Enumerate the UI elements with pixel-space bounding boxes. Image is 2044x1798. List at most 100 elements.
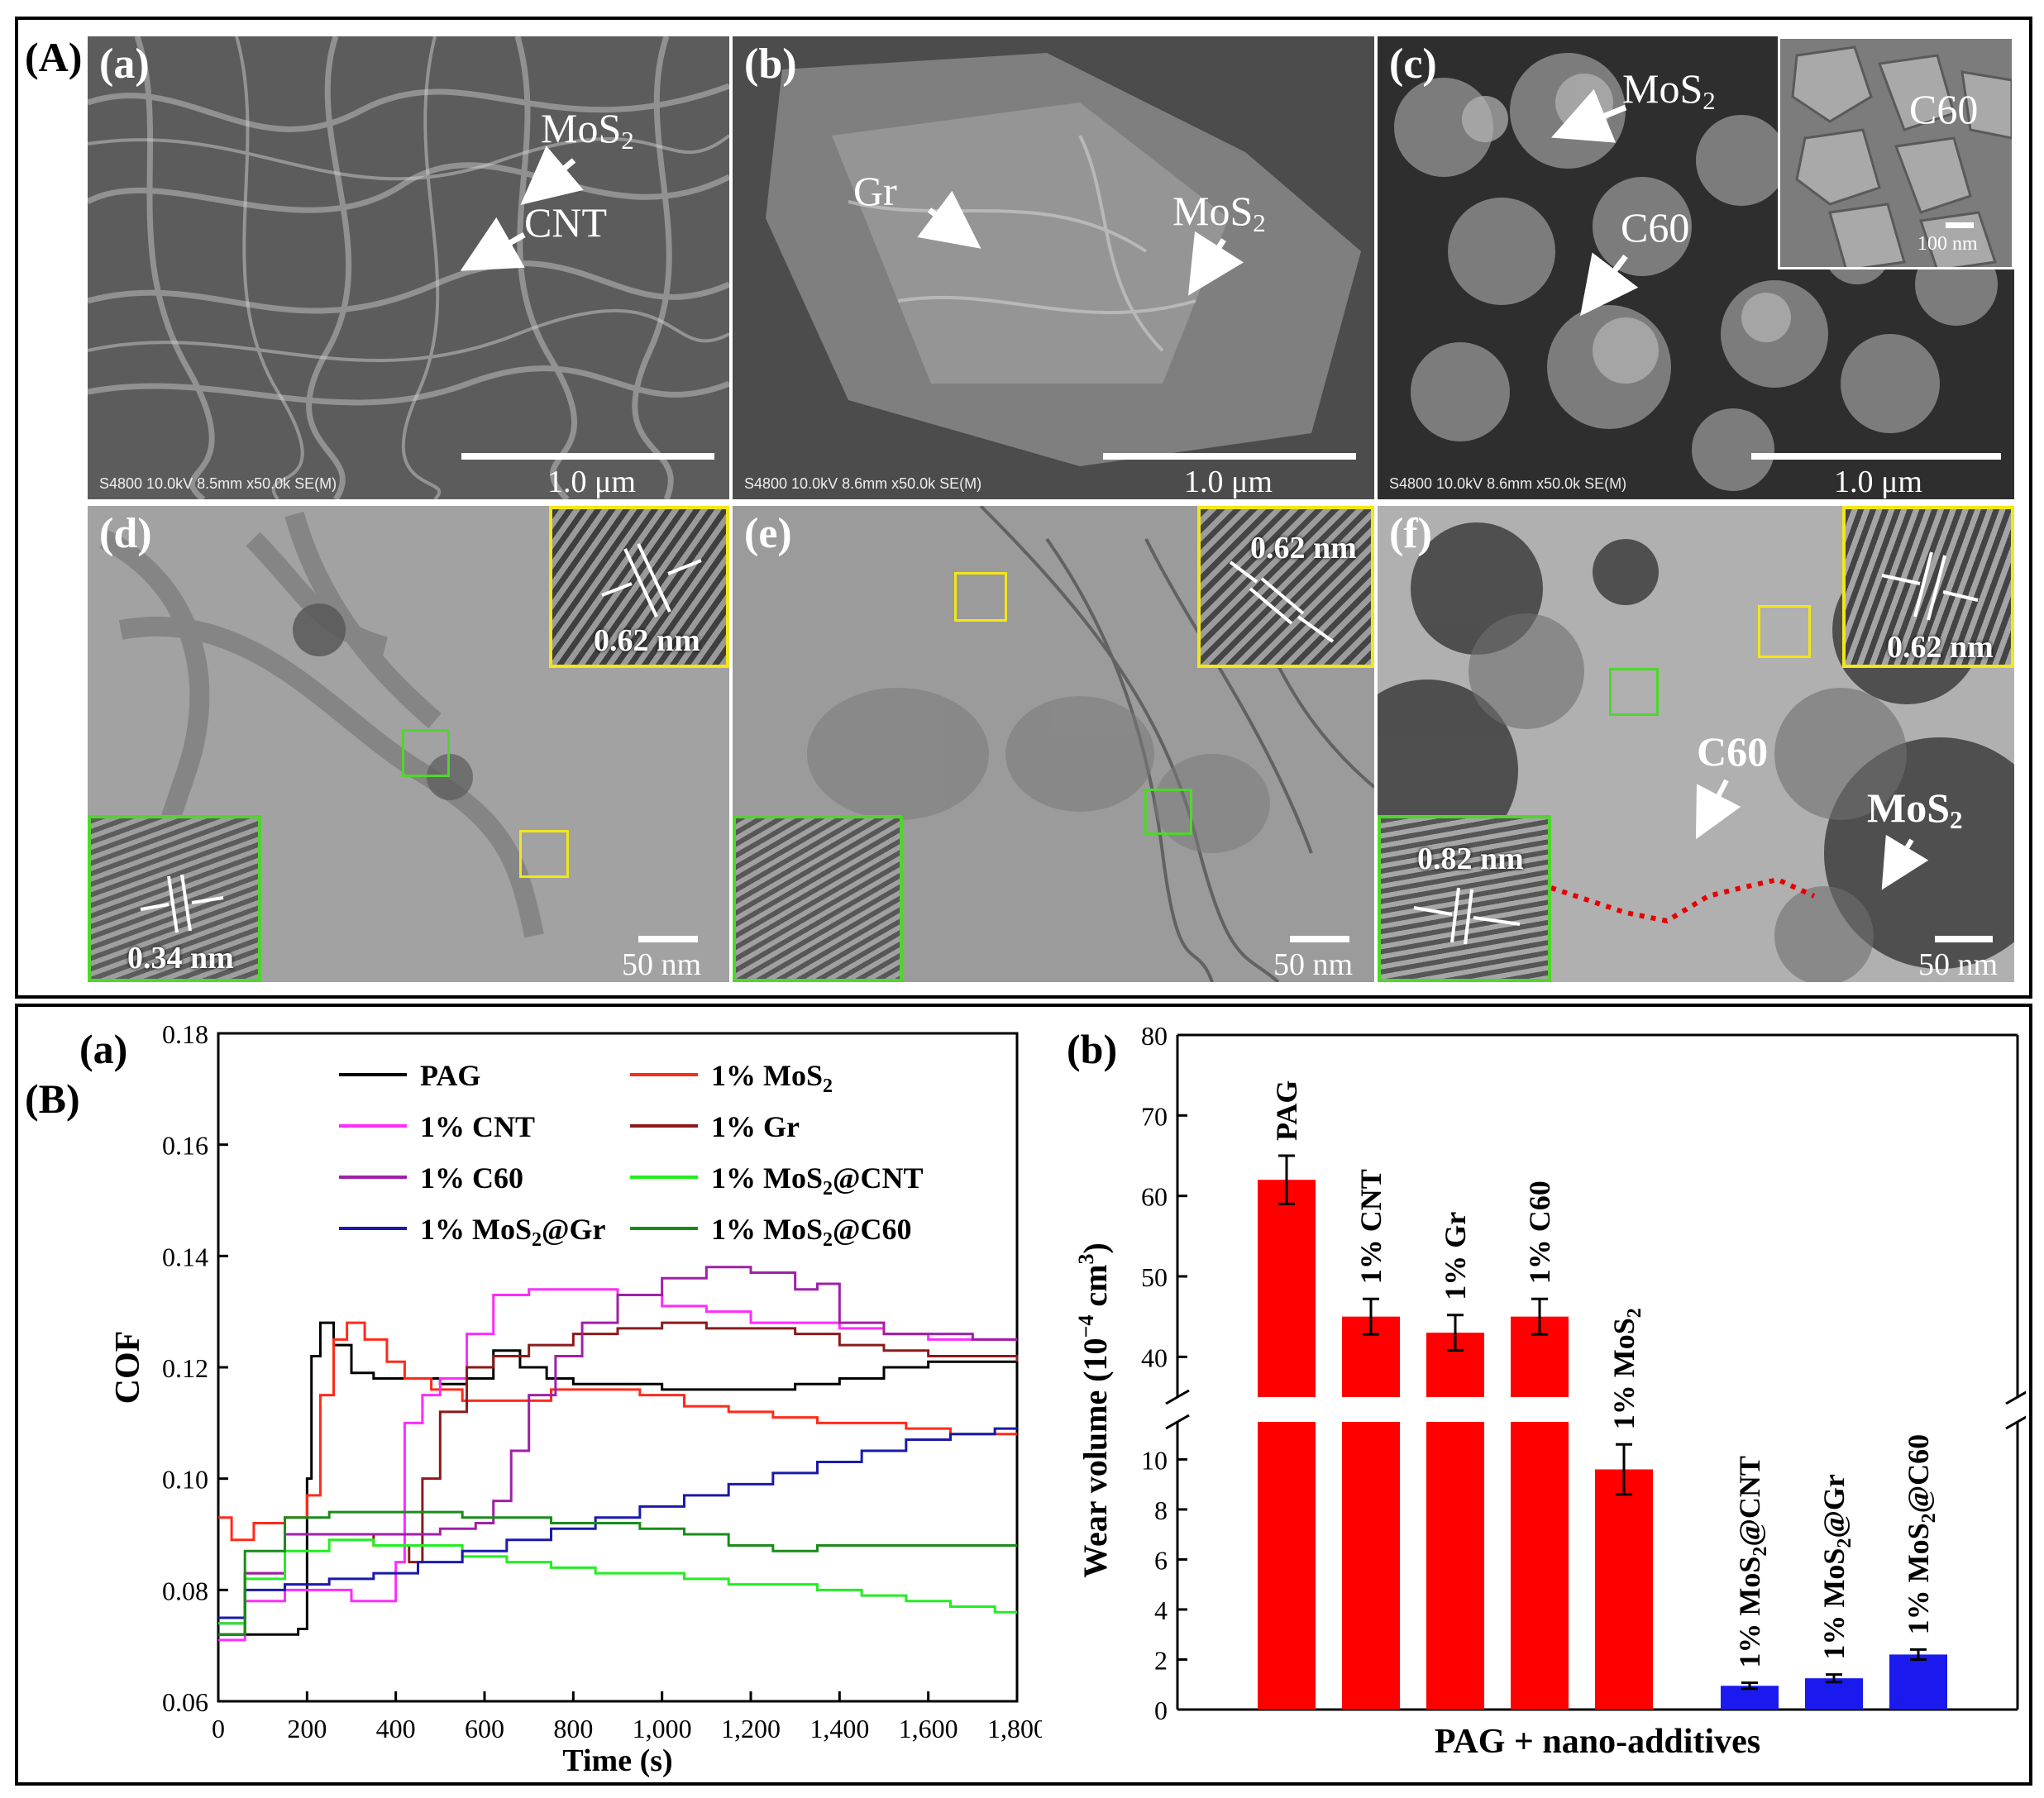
wear-bar-label-post: @CNT	[1733, 1456, 1766, 1547]
panel-c-meta: S4800 10.0kV 8.6mm x50.0k SE(M)	[1389, 475, 1627, 492]
wear-y-axis-title-unit: cm	[1077, 1265, 1114, 1315]
panel-f-green-spacing: 0.82 nm	[1417, 842, 1524, 876]
panel-d-yellow-inset: 0.62 nm	[549, 506, 729, 668]
cof-legend-label: 1% MoS2	[711, 1059, 833, 1097]
wear-y-axis-title-main: Wear volume (10	[1077, 1338, 1114, 1577]
cof-legend-label: 1% C60	[420, 1161, 523, 1195]
cof-y-tick-label: 0.08	[162, 1576, 208, 1605]
cof-legend-label: 1% MoS2@CNT	[711, 1161, 924, 1199]
wear-bar-label-post: @C60	[1902, 1434, 1935, 1513]
panel-f-yellow-inset: 0.62 nm	[1842, 506, 2014, 668]
cof-legend-label-post: @C60	[833, 1213, 911, 1246]
wear-y-tick-label: 0	[1154, 1695, 1168, 1725]
cof-x-tick-label: 1,600	[899, 1714, 958, 1743]
wear-bar-upper	[1258, 1180, 1316, 1397]
wear-y-tick-label: 80	[1141, 1021, 1168, 1051]
wear-y-tick-label: 6	[1154, 1545, 1168, 1575]
cof-y-tick-label: 0.12	[162, 1353, 208, 1383]
wear-y-tick-label: 70	[1141, 1101, 1168, 1131]
sem-panel-c: C60 100 nm (c) MoS2 C60 1.0 μm S4800 10.…	[1378, 36, 2014, 499]
wear-bar-label: 1% MoS2@Gr	[1817, 1474, 1855, 1659]
cof-legend-label: 1% CNT	[420, 1110, 535, 1143]
sem-panel-b: (b) Gr MoS2 1.0 μm S4800 10.0kV 8.6mm x5…	[733, 36, 1374, 499]
wear-y-tick-label: 8	[1154, 1495, 1168, 1525]
panel-c-c60-annotation: C60	[1621, 204, 1690, 250]
panel-b-scale-bar	[1103, 453, 1356, 460]
panel-f-yellow-measure	[1881, 551, 1979, 621]
panel-b-gr-annotation: Gr	[853, 168, 897, 214]
cof-legend-label-sub: 2	[823, 1229, 833, 1251]
wear-bar-label-main: PAG	[1270, 1080, 1303, 1141]
panel-b-scale-label: 1.0 μm	[1184, 465, 1273, 499]
wear-y-axis-title-sup: −4	[1074, 1315, 1098, 1338]
wear-axis-break-mark	[2005, 1390, 2026, 1405]
cof-ticks-group: 0 200 400 600 800 1,000 1,200 1,400 1,600 1,800 0.…	[162, 1019, 1042, 1743]
wear-bar-label-main: 1% MoS	[1733, 1557, 1766, 1668]
panel-e-tem-texture	[807, 506, 1374, 982]
panel-b-arrows	[917, 190, 1244, 296]
panel-e-green-roi	[1144, 789, 1192, 835]
panel-c-inset-scale-label: 100 nm	[1917, 233, 1978, 255]
cof-series-line-6	[218, 1427, 1017, 1619]
panel-f-green-roi	[1609, 668, 1659, 716]
graphene-sheet-texture	[766, 53, 1361, 466]
wear-y-tick-label: 60	[1141, 1182, 1168, 1212]
cof-legend-label-main: 1% C60	[420, 1161, 523, 1195]
wear-y-tick-label: 4	[1154, 1595, 1168, 1625]
cof-x-tick-label: 1,200	[721, 1714, 781, 1743]
panel-a-cnt-annotation: CNT	[524, 199, 607, 246]
cof-y-tick-label: 0.18	[162, 1019, 208, 1049]
wear-bar-label-main: 1% MoS	[1902, 1523, 1935, 1634]
panel-c-scale-bar	[1751, 453, 2001, 460]
panel-f-scale-label: 50 nm	[1918, 947, 1999, 982]
tem-panel-e: (e) 0.62 nm 50 nm	[733, 506, 1374, 982]
panel-c-inset-scale-bar	[1946, 222, 1974, 228]
panel-b-mos2-annotation: MoS2	[1172, 188, 1266, 237]
panel-d-yellow-roi	[519, 830, 569, 878]
cof-legend-label-sub: 2	[532, 1229, 542, 1251]
wear-y-tick-label: 50	[1141, 1262, 1168, 1292]
panel-d-green-measure	[140, 874, 224, 933]
panel-c-c60-inset: C60 100 nm	[1778, 36, 2014, 269]
cof-legend-label-main: 1% MoS	[711, 1161, 823, 1195]
panel-d-yellow-measure	[601, 543, 702, 618]
cof-x-tick-label: 200	[287, 1714, 327, 1743]
panel-d-green-roi	[402, 729, 450, 777]
cof-y-tick-label: 0.16	[162, 1131, 208, 1161]
cof-legend-label-sub: 2	[823, 1075, 833, 1097]
wear-bar-label: PAG	[1270, 1080, 1303, 1141]
panel-e-yellow-measure	[1229, 560, 1335, 643]
wear-bar-label: 1% CNT	[1354, 1169, 1387, 1284]
cof-x-tick-label: 1,800	[987, 1714, 1042, 1743]
cof-legend-label: PAG	[420, 1059, 480, 1092]
cof-y-tick-label: 0.10	[162, 1465, 208, 1495]
wear-bar-label-main: 1% Gr	[1439, 1212, 1472, 1300]
panel-b-meta: S4800 10.0kV 8.6mm x50.0k SE(M)	[744, 475, 982, 492]
wear-bar	[1889, 1654, 1947, 1710]
wear-bar-label: 1% MoS2@C60	[1902, 1434, 1940, 1634]
wear-axis-break-mark	[1165, 1414, 1190, 1430]
panel-a-mos2-annotation: MoS2	[541, 105, 634, 155]
cof-series-line-1	[218, 1321, 1017, 1542]
wear-bar	[1595, 1469, 1653, 1710]
panel-f-label: (f)	[1389, 510, 1432, 557]
panel-a-scale-label: 1.0 μm	[547, 465, 636, 499]
panel-e-yellow-roi	[954, 572, 1007, 622]
wear-bar-label: 1% Gr	[1439, 1212, 1472, 1300]
wear-bar-label: 1% C60	[1523, 1180, 1556, 1284]
wear-bar-label-sub: 2	[1834, 1538, 1855, 1548]
wear-bar-label-sub: 2	[1624, 1308, 1645, 1318]
cof-y-axis-title: COF	[109, 1331, 147, 1405]
cof-legend-label: 1% MoS2@Gr	[420, 1213, 605, 1251]
wear-axis-break-mark	[1165, 1389, 1190, 1405]
wear-bar-label-sub: 2	[1750, 1547, 1771, 1557]
cof-legend-label-sub: 2	[823, 1178, 833, 1199]
panel-f-yellow-spacing: 0.62 nm	[1887, 630, 1994, 665]
wear-axis-break-mark	[2005, 1415, 2026, 1430]
cof-series-line-0	[218, 1321, 1019, 1636]
section-a-label: (A)	[25, 34, 83, 80]
cof-x-tick-label: 1,000	[633, 1714, 692, 1743]
wear-bar-label: 1% MoS2@CNT	[1733, 1456, 1771, 1668]
